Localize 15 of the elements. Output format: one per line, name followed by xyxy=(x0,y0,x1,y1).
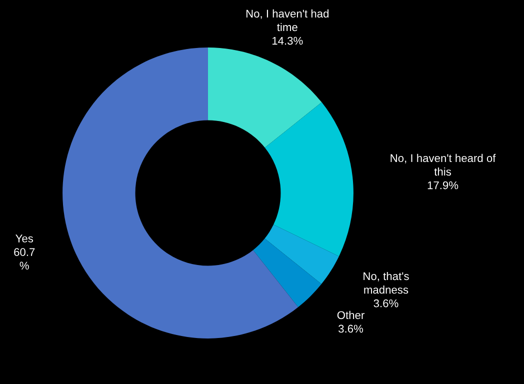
donut-slice xyxy=(264,224,339,284)
slice-label: Yes xyxy=(16,234,34,242)
donut-slice xyxy=(264,102,354,256)
slice-label: Other xyxy=(337,310,364,320)
donut-slice xyxy=(208,48,322,148)
data-label: 60.7 % xyxy=(14,248,35,270)
data-label: 3.6% xyxy=(338,324,364,333)
slice-label: No, I haven't had time xyxy=(246,9,328,32)
slice-label: No, that's madness xyxy=(364,272,409,294)
slice-label: No, I haven't heard of this xyxy=(390,154,496,176)
data-label: 3.6% xyxy=(374,299,398,308)
donut-slice xyxy=(62,48,298,338)
data-label: 14.3% xyxy=(272,36,303,45)
data-label: 17.9% xyxy=(428,181,458,190)
donut-slice xyxy=(253,238,322,308)
